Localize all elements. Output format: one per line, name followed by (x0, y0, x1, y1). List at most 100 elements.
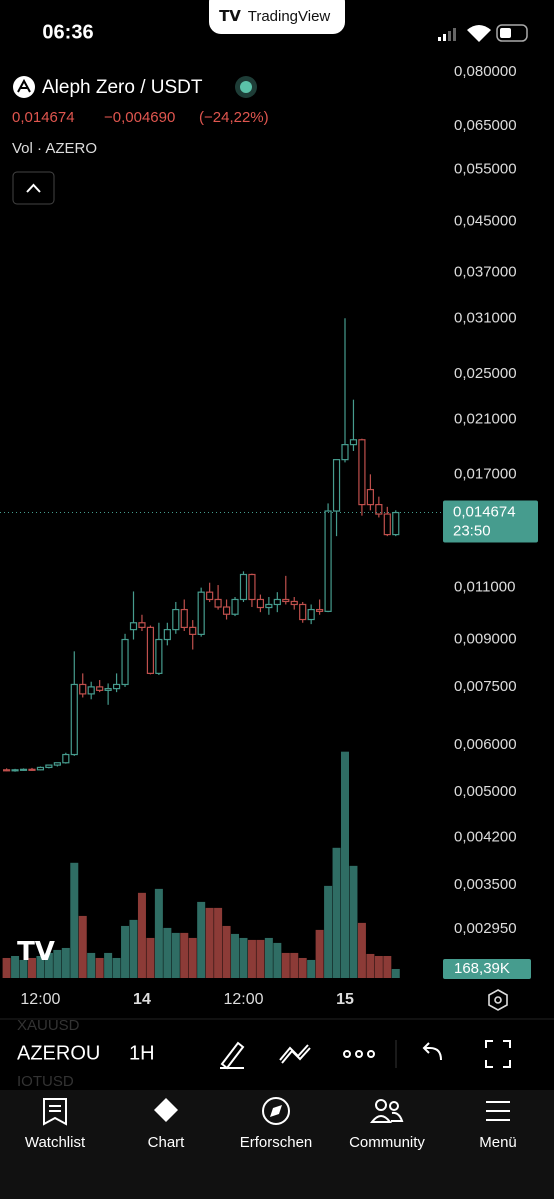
signal (438, 28, 456, 41)
volume-bar (36, 955, 45, 978)
volume-bar (383, 955, 392, 978)
candle-body (121, 638, 129, 686)
volume-bar (341, 751, 349, 978)
collapse-icon (26, 183, 41, 193)
candle-body (2, 769, 11, 772)
change-percent: (−24,22%) (199, 109, 269, 126)
volume-bar (53, 949, 62, 978)
chart-title: Aleph Zero / USDT (42, 77, 203, 98)
candle-body (222, 606, 231, 615)
candle-body (138, 622, 146, 628)
price-tag (443, 500, 538, 543)
y-tick-label: 0,037000 (454, 263, 517, 280)
settings-icon-center (494, 996, 502, 1004)
volume-bar (19, 959, 28, 978)
brand: TradingView (248, 8, 331, 25)
volume-bar (290, 952, 299, 978)
y-tick-label: 0,006000 (454, 736, 517, 753)
candle-body (383, 513, 391, 536)
draw-tool[interactable] (220, 1041, 245, 1070)
battery-level (500, 28, 511, 38)
volume-bar (112, 957, 121, 978)
last-price: 0,014674 (12, 109, 75, 126)
nav-icon (369, 1099, 404, 1123)
nav: Watchlist Chart Erforschen Community Menü (25, 1134, 517, 1151)
volume-bar (247, 939, 256, 978)
x-tick-label: 12:00 (223, 991, 263, 1008)
candle-body (36, 766, 45, 771)
volume-bar (315, 929, 324, 978)
volume-bar (171, 932, 180, 978)
candle-body (332, 459, 341, 512)
y-tick-label: 0,025000 (454, 365, 517, 382)
volume-bar (298, 957, 307, 978)
indicator-tool[interactable] (279, 1044, 311, 1064)
nav-label[interactable]: Watchlist (25, 1134, 86, 1151)
settings-icon[interactable] (488, 989, 508, 1011)
interval[interactable]: 1H (129, 1042, 155, 1064)
candle-body (366, 488, 374, 506)
y-tick-label: 0,003500 (454, 876, 517, 893)
candle-body (375, 504, 383, 515)
volume-bar (239, 937, 248, 978)
candle-body (273, 598, 281, 606)
volume-bar (154, 888, 163, 978)
collapse-button[interactable] (12, 171, 55, 205)
wifi (467, 25, 491, 42)
volume-bar (129, 919, 138, 978)
candle-body (349, 439, 358, 446)
brand-logo: 𝗧𝗩 (219, 8, 241, 25)
y-tick-label: 0,045000 (454, 212, 517, 229)
candle-body (197, 591, 205, 635)
candle-body (299, 603, 307, 621)
nav-label[interactable]: Community (349, 1134, 425, 1151)
y-tick-label: 0,017000 (454, 465, 517, 482)
nav-label[interactable]: Menü (479, 1134, 517, 1151)
battery (496, 24, 528, 42)
symbol[interactable]: AZEROU (17, 1042, 100, 1064)
candle-body (214, 598, 222, 608)
volume-bar (163, 927, 172, 978)
y-tick-label: 0,004200 (454, 828, 517, 845)
volume-bar (231, 933, 240, 978)
nav-label[interactable]: Chart (148, 1134, 186, 1151)
volume-bar (78, 915, 87, 978)
x-axis: 12:00 14 12:00 15 (20, 991, 354, 1008)
volume-bar (214, 907, 223, 978)
fullscreen[interactable] (485, 1040, 511, 1068)
candle-body (87, 686, 95, 695)
candle-body (239, 573, 248, 601)
nav-label[interactable]: Erforschen (240, 1134, 313, 1151)
volume-bar (180, 932, 189, 978)
candle-body (324, 510, 332, 612)
x-tick-label: 15 (336, 991, 354, 1008)
volume-bar (391, 968, 400, 978)
candle-body (146, 626, 155, 674)
more-tool[interactable] (343, 1050, 375, 1058)
undo[interactable] (422, 1042, 442, 1061)
volume-bar (307, 959, 316, 978)
volume-bar (222, 925, 231, 978)
change: −0,004690 (104, 109, 175, 126)
volume-bar (104, 952, 113, 978)
volume-bar (264, 937, 273, 978)
nav-icon (43, 1098, 67, 1126)
volume-bar (357, 922, 366, 978)
y-tick-label: 0,009000 (454, 630, 517, 647)
y-tick-label: 0,065000 (454, 117, 517, 134)
y-tick-label: 0,007500 (454, 678, 517, 695)
plot: 0,080000 0,065000 0,055000 0,045000 0,037000… (0, 63, 538, 979)
ghost-symbol: XAUUSD (17, 1017, 80, 1034)
candle-body (341, 444, 349, 461)
candle-body (189, 626, 197, 635)
candle-body (307, 608, 315, 621)
nav-icon (486, 1101, 510, 1121)
candle-body (70, 683, 78, 756)
volume-tag-label: 168,39K (454, 960, 510, 977)
volume-bar (44, 952, 53, 978)
volume-bar (95, 957, 104, 978)
y-tick-label: 0,011000 (454, 578, 515, 595)
volume-bar (205, 907, 214, 978)
clock: 06:36 (42, 21, 93, 43)
